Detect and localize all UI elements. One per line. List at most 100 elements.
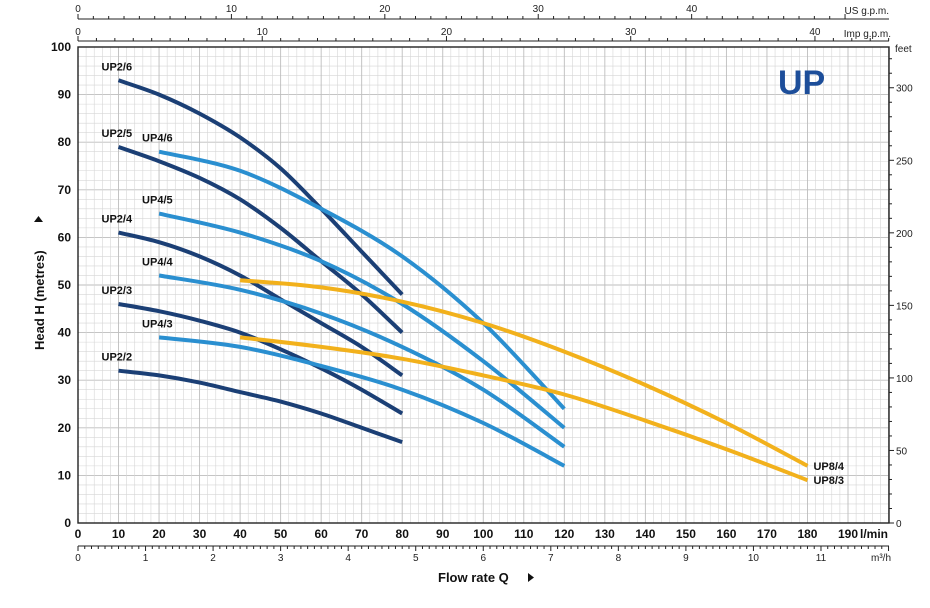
x-tick-label: 150 <box>676 527 696 541</box>
feet-tick-label: 50 <box>896 446 908 457</box>
feet-unit-label: feet <box>895 44 912 55</box>
feet-tick-label: 300 <box>896 84 913 95</box>
us-gpm-tick-label: 10 <box>226 4 238 15</box>
series-line-up4-6 <box>158 149 566 411</box>
y-tick-label: 90 <box>58 88 72 102</box>
imp-gpm-unit-label: Imp g.p.m. <box>844 29 891 40</box>
y-axis-ticks: 0 10 20 30 40 50 60 70 80 90 100 <box>51 40 71 530</box>
x-tick-label: 0 <box>75 527 82 541</box>
m3h-unit-label: m³/h <box>871 553 891 564</box>
x-tick-label: 50 <box>274 527 288 541</box>
x-tick-label: 110 <box>514 527 534 541</box>
imp-gpm-tick-label: 40 <box>809 27 821 38</box>
m3h-tick-label: 11 <box>816 553 827 564</box>
imp-gpm-tick-label: 0 <box>75 27 81 38</box>
feet-tick-label: 100 <box>896 374 913 385</box>
x-tick-label: 170 <box>757 527 777 541</box>
series-label-up4-6: UP4/6 <box>142 133 173 145</box>
x-axis-title-group: Flow rate Q <box>438 570 534 585</box>
x-tick-label: 60 <box>314 527 328 541</box>
imp-gpm-tick-label: 10 <box>257 27 269 38</box>
x-axis-title: Flow rate Q <box>438 570 509 585</box>
m3h-tick-label: 2 <box>210 553 216 564</box>
feet-tick-label: 200 <box>896 229 913 240</box>
series-line-up4-3 <box>158 335 566 468</box>
series-label-up2-6: UP2/6 <box>102 61 133 73</box>
y-tick-label: 70 <box>58 183 72 197</box>
imp-gpm-tick-label: 20 <box>441 27 453 38</box>
series-label-up4-4: UP4/4 <box>142 256 173 268</box>
plot-frame <box>77 46 890 524</box>
series-line-up2-6 <box>117 78 404 296</box>
us-gpm-tick-label: 0 <box>75 4 81 15</box>
series-label-up4-5: UP4/5 <box>142 195 173 207</box>
x-axis-ticks: 0 10 20 30 40 50 60 70 80 90 100 110 120 130 140 150 160… <box>75 527 859 541</box>
series-line-up2-4 <box>118 230 404 378</box>
y-tick-label: 50 <box>58 278 72 292</box>
x-tick-label: 160 <box>716 527 736 541</box>
series-label-up8-4: UP8/4 <box>813 461 844 473</box>
y-tick-label: 10 <box>58 468 72 482</box>
x-tick-label: 120 <box>554 527 574 541</box>
x-unit-label: l/min <box>860 527 888 541</box>
series-label-up2-5: UP2/5 <box>102 128 133 140</box>
y-axis-title: Head H (metres) <box>32 250 47 350</box>
us-gpm-tick-label: 30 <box>533 4 545 15</box>
series-line-up4-5 <box>158 211 566 430</box>
m3h-tick-label: 1 <box>143 553 149 564</box>
x-axis-arrow-icon <box>528 573 534 582</box>
x-tick-label: 40 <box>233 527 247 541</box>
y-axis-arrow-icon <box>34 216 43 222</box>
series-label-up2-2: UP2/2 <box>102 352 133 364</box>
y-tick-label: 20 <box>58 421 72 435</box>
feet-tick-label: 250 <box>896 156 913 167</box>
m3h-tick-label: 7 <box>548 553 554 564</box>
x-tick-label: 190 <box>838 527 858 541</box>
grid <box>78 47 889 523</box>
series-line-up8-4 <box>239 278 809 468</box>
x-tick-label: 100 <box>473 527 493 541</box>
series-line-up4-4 <box>158 273 566 449</box>
us-gpm-tick-label: 20 <box>379 4 391 15</box>
y-axis-title-group: Head H (metres) <box>32 216 47 350</box>
m3h-tick-label: 6 <box>480 553 486 564</box>
x-tick-label: 10 <box>112 527 126 541</box>
us-gpm-tick-label: 40 <box>686 4 698 15</box>
x-tick-label: 20 <box>152 527 166 541</box>
feet-tick-label: 0 <box>896 519 902 530</box>
secondary-axes: 0 10 20 30 40 US g.p.m.0 10 20 30 40 Imp g.p.m.0 1 2… <box>75 4 913 564</box>
y-tick-label: 80 <box>58 135 72 149</box>
series-label-up2-3: UP2/3 <box>102 285 133 297</box>
series-lines <box>117 78 809 483</box>
series-label-up8-3: UP8/3 <box>813 475 844 487</box>
series-label-up4-3: UP4/3 <box>142 318 173 330</box>
m3h-tick-label: 5 <box>413 553 419 564</box>
feet-tick-label: 150 <box>896 301 913 312</box>
x-tick-label: 130 <box>595 527 615 541</box>
y-tick-label: 60 <box>58 230 72 244</box>
y-tick-label: 40 <box>58 326 72 340</box>
x-tick-label: 80 <box>396 527 410 541</box>
y-tick-label: 0 <box>64 516 71 530</box>
y-tick-label: 30 <box>58 373 72 387</box>
m3h-tick-label: 0 <box>75 553 81 564</box>
y-tick-label: 100 <box>51 40 71 54</box>
m3h-tick-label: 3 <box>278 553 284 564</box>
imp-gpm-tick-label: 30 <box>625 27 637 38</box>
x-tick-label: 70 <box>355 527 369 541</box>
brand-logo: UP <box>778 64 825 102</box>
us-gpm-unit-label: US g.p.m. <box>845 6 889 17</box>
m3h-tick-label: 4 <box>345 553 351 564</box>
m3h-tick-label: 9 <box>683 553 689 564</box>
series-line-up2-2 <box>118 368 403 444</box>
m3h-tick-label: 10 <box>748 553 760 564</box>
x-tick-label: 90 <box>436 527 450 541</box>
series-labels: UP2/6 UP2/5 UP2/4 UP2/3 UP2/2 UP4/6 UP4/5 UP4/4… <box>102 61 845 487</box>
x-tick-label: 30 <box>193 527 207 541</box>
x-tick-label: 140 <box>635 527 655 541</box>
series-label-up2-4: UP2/4 <box>102 214 133 226</box>
x-tick-label: 180 <box>797 527 817 541</box>
m3h-tick-label: 8 <box>616 553 622 564</box>
series-line-up8-3 <box>239 335 809 483</box>
